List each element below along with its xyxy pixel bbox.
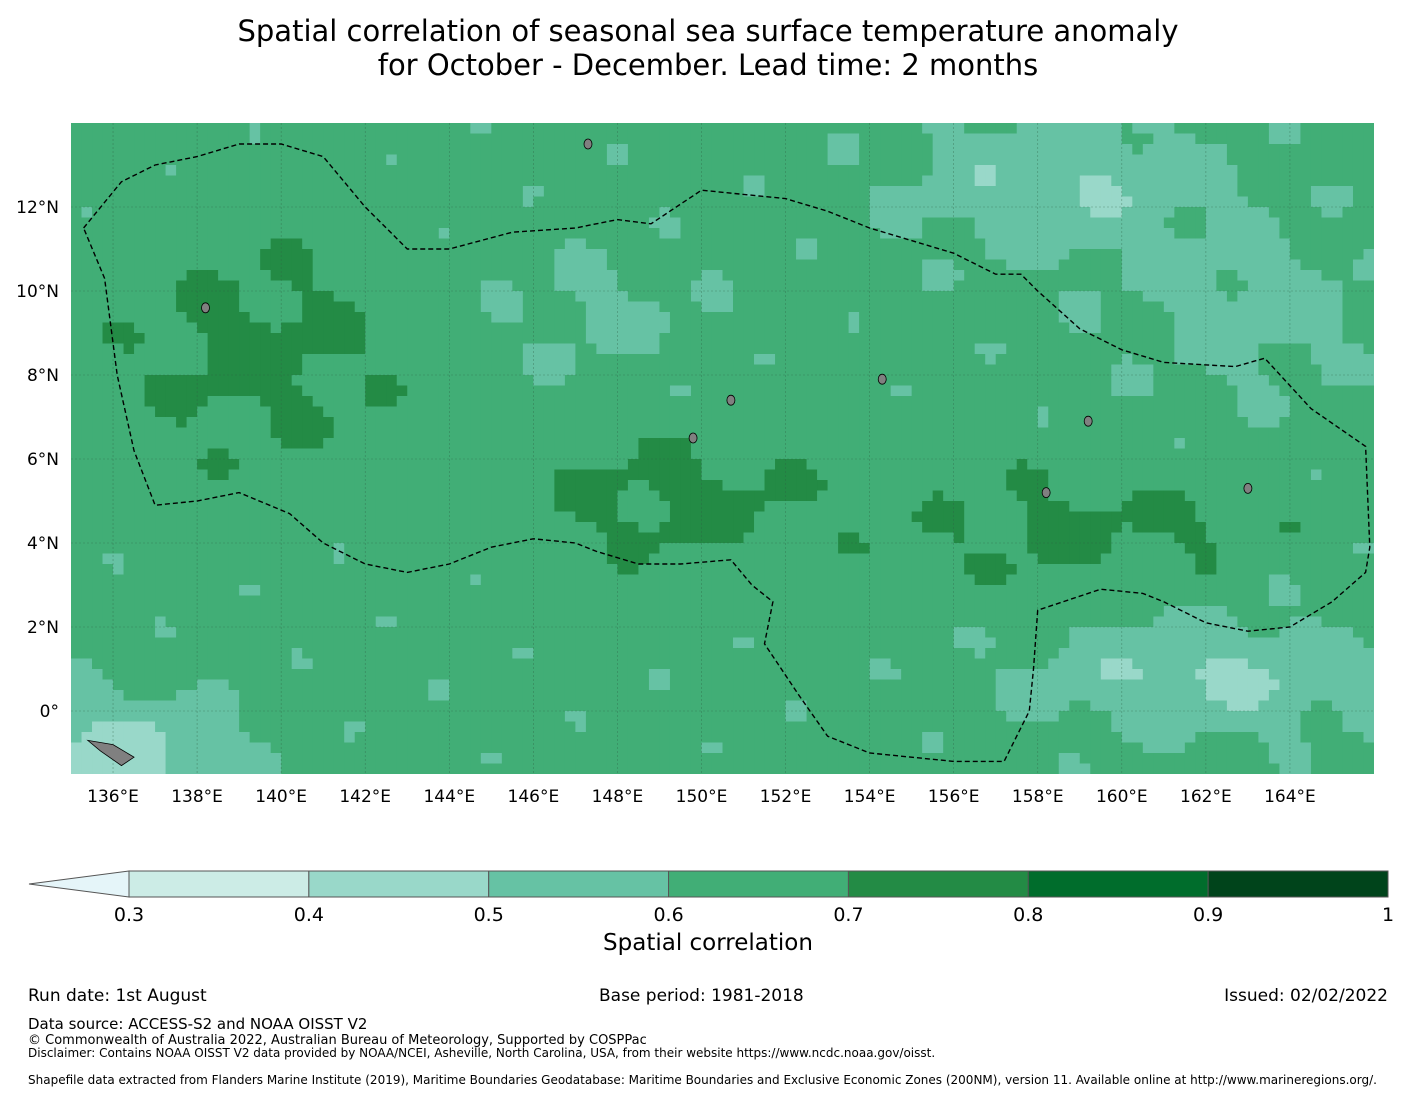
correlation-field (71, 123, 1374, 774)
colorbar (28, 870, 1389, 898)
colorbar-label: Spatial correlation (603, 930, 813, 956)
lon-tick-label: 140°E (255, 787, 307, 807)
lat-tick-label: 6°N (27, 450, 59, 470)
run-date: Run date: 1st August (28, 986, 207, 1006)
colorbar-tick-label: 0.5 (474, 904, 504, 926)
island-1 (201, 302, 210, 314)
lon-tick-label: 156°E (928, 787, 980, 807)
lat-tick-label: 2°N (27, 618, 59, 638)
lon-tick-label: 142°E (339, 787, 391, 807)
lat-tick-label: 10°N (16, 282, 59, 302)
island-0 (583, 138, 593, 150)
lon-tick-label: 148°E (592, 787, 644, 807)
lon-tick-label: 144°E (423, 787, 475, 807)
lon-tick-label: 164°E (1264, 787, 1316, 807)
colorbar-segment (1207, 870, 1389, 898)
lon-tick-label: 146°E (508, 787, 560, 807)
land-masses (86, 138, 1253, 767)
colorbar-segment (668, 870, 849, 898)
lon-tick-label: 154°E (844, 787, 896, 807)
coastline (86, 739, 135, 767)
colorbar-extend-arrow (28, 870, 130, 898)
island-7 (1041, 487, 1051, 499)
lon-tick-label: 136°E (87, 787, 139, 807)
colorbar-segment (128, 870, 310, 898)
colorbar-segment (1027, 870, 1209, 898)
colorbar-segment (488, 870, 670, 898)
issued-date: Issued: 02/02/2022 (1224, 986, 1388, 1006)
title-line-1: Spatial correlation of seasonal sea surf… (237, 14, 1179, 48)
colorbar-tick-label: 0.7 (833, 904, 863, 926)
island-4 (726, 394, 736, 406)
shapefile-credit: Shapefile data extracted from Flanders M… (28, 1073, 1377, 1087)
lat-tick-label: 0° (40, 702, 59, 722)
colorbar-tick-label: 0.6 (653, 904, 683, 926)
longitude-tick-labels: 136°E 138°E 140°E 142°E 144°E 146°E 148°E 150°E… (87, 787, 1316, 807)
colorbar-segment (308, 870, 490, 898)
colorbar-tick-label: 0.4 (294, 904, 324, 926)
colorbar-tick-label: 0.9 (1193, 904, 1223, 926)
eez-boundary (82, 143, 1371, 763)
island-6 (688, 432, 698, 444)
lat-tick-label: 4°N (27, 534, 59, 554)
colorbar-tick-label: 0.8 (1013, 904, 1043, 926)
lon-tick-label: 158°E (1012, 787, 1064, 807)
lat-tick-label: 8°N (27, 366, 59, 386)
lon-tick-label: 138°E (171, 787, 223, 807)
disclaimer: Disclaimer: Contains NOAA OISST V2 data … (28, 1046, 936, 1060)
lon-tick-label: 162°E (1180, 787, 1232, 807)
copyright: © Commonwealth of Australia 2022, Austra… (28, 1033, 647, 1048)
island-2 (1083, 415, 1093, 427)
lon-tick-label: 160°E (1096, 787, 1148, 807)
island-3 (1243, 482, 1253, 494)
lon-tick-label: 150°E (676, 787, 728, 807)
base-period: Base period: 1981-2018 (599, 986, 804, 1006)
colorbar-segment (847, 870, 1029, 898)
colorbar-tick-labels: 0.3 0.4 0.5 0.6 0.7 0.8 0.9 1 (114, 904, 1394, 926)
data-source: Data source: ACCESS-S2 and NOAA OISST V2 (28, 1015, 368, 1033)
colorbar-tick-label: 0.3 (114, 904, 144, 926)
graticule (71, 123, 1374, 774)
colorbar-tick-label: 1 (1382, 904, 1394, 926)
title-line-2: for October - December. Lead time: 2 mon… (377, 48, 1039, 82)
lon-tick-label: 152°E (760, 787, 812, 807)
lat-tick-label: 12°N (16, 198, 59, 218)
latitude-tick-labels: 12°N 10°N 8°N 6°N 4°N 2°N 0° (16, 198, 59, 722)
island-5 (877, 373, 887, 385)
chart-title: Spatial correlation of seasonal sea surf… (0, 14, 1416, 82)
